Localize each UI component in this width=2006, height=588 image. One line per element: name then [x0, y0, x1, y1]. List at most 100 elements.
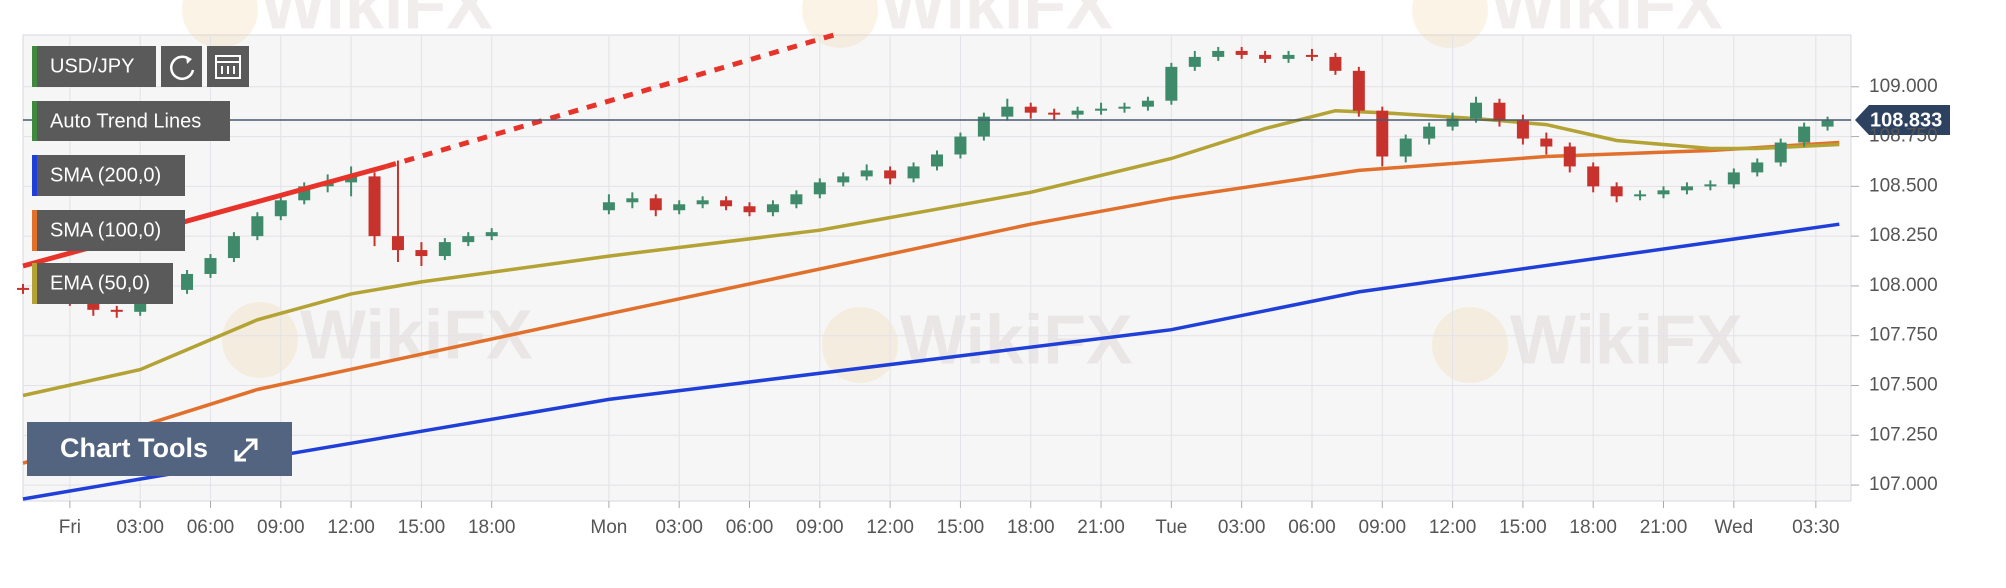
legend-swatch — [32, 210, 37, 251]
x-tick-label: 12:00 — [1429, 517, 1477, 538]
candle-body — [17, 287, 29, 290]
legend-label: EMA (50,0) — [50, 272, 150, 294]
candle-body — [1188, 56, 1201, 67]
candle-body — [1704, 184, 1717, 187]
candle-body — [1165, 66, 1178, 101]
candle-body — [1657, 190, 1670, 195]
trend-button[interactable] — [32, 101, 230, 141]
candle-body — [1095, 108, 1108, 111]
trend-label: Auto Trend Lines — [50, 110, 201, 132]
refresh-button[interactable] — [161, 46, 202, 87]
candle-body — [626, 198, 639, 203]
trend-line-projection — [385, 32, 835, 169]
candle-body — [110, 309, 123, 312]
candle-body — [720, 200, 733, 207]
candle-body — [1071, 110, 1084, 115]
x-tick-label: 15:00 — [398, 517, 446, 538]
x-tick-label: Mon — [590, 517, 627, 538]
watermark-logo — [222, 302, 298, 378]
legend-button[interactable] — [32, 155, 185, 196]
x-tick-label: 03:00 — [116, 517, 164, 538]
candle-body — [1446, 118, 1459, 127]
candle-body — [1352, 70, 1365, 111]
candle-body — [1282, 54, 1295, 59]
x-tick-label: 03:00 — [655, 517, 703, 538]
candle-body — [1001, 106, 1014, 117]
x-tick-label: Tue — [1155, 517, 1187, 538]
axes: 107.000 107.250 107.500 107.750 108.000 108.2… — [59, 76, 1938, 538]
candle-body — [438, 242, 451, 257]
candle-body — [884, 170, 897, 179]
legend-button[interactable] — [32, 210, 185, 251]
watermark: WikiFX — [260, 0, 493, 43]
candle-body — [227, 236, 240, 259]
candle-body — [485, 232, 498, 237]
candle-body — [1118, 106, 1131, 109]
candle-body — [954, 136, 967, 155]
watermark-logo — [822, 307, 898, 383]
chart-tools-label: Chart Tools — [60, 433, 208, 463]
candle-body — [977, 116, 990, 137]
x-tick-label: 21:00 — [1077, 517, 1125, 538]
last-price-label: 108.833 — [1870, 109, 1942, 131]
candle-body — [813, 182, 826, 195]
candle-body — [860, 170, 873, 177]
button-stripe — [32, 46, 37, 87]
candle-body — [345, 176, 358, 183]
candle-body — [1821, 120, 1834, 127]
watermark-logo — [1432, 307, 1508, 383]
x-tick-label: 21:00 — [1640, 517, 1688, 538]
candle-body — [1470, 102, 1483, 119]
candle-body — [1329, 56, 1342, 71]
watermark: WikiFX — [1490, 0, 1723, 43]
x-tick-label: 15:00 — [937, 517, 985, 538]
button-stripe — [32, 101, 37, 141]
candle-body — [649, 198, 662, 211]
candle-body — [1399, 138, 1412, 157]
x-tick-label: 09:00 — [796, 517, 844, 538]
candle-body — [134, 299, 147, 312]
refresh-arrow — [186, 56, 192, 64]
candle-body — [415, 250, 428, 257]
x-tick-label: 06:00 — [1288, 517, 1336, 538]
y-tick-label: 109.000 — [1869, 76, 1938, 97]
candle-body — [1493, 102, 1506, 121]
candle-body — [274, 200, 287, 217]
candle-body — [790, 194, 803, 205]
moving-average-line — [22, 222, 1840, 501]
candle-body — [1680, 186, 1693, 191]
toolbar: USD/JPY Auto Trend Lines Chart Tools — [27, 46, 292, 476]
x-tick-label: Wed — [1714, 517, 1753, 538]
candle-body — [907, 166, 920, 179]
x-tick-label: 18:00 — [468, 517, 516, 538]
x-tick-label: 12:00 — [866, 517, 914, 538]
candle-body — [1048, 112, 1061, 115]
candle-body — [743, 206, 756, 213]
legend-button[interactable] — [32, 263, 173, 304]
x-tick-label: 09:00 — [1359, 517, 1407, 538]
plot: 108.833 — [17, 32, 1950, 501]
candle-body — [462, 236, 475, 243]
refresh-icon — [169, 55, 195, 80]
x-tick-label: 15:00 — [1499, 517, 1547, 538]
legend-label: SMA (200,0) — [50, 164, 161, 186]
watermark-logo — [1412, 0, 1488, 48]
candle-body — [1305, 54, 1318, 57]
candle-body — [1634, 194, 1647, 197]
legend-label: SMA (100,0) — [50, 219, 161, 241]
symbol-button[interactable] — [32, 46, 156, 87]
candle-body — [1540, 138, 1553, 147]
candle-body — [87, 301, 100, 310]
candle-body — [1774, 142, 1787, 163]
moving-average-line — [22, 140, 1840, 465]
y-tick-label: 108.750 — [1869, 126, 1938, 147]
expand-icon — [234, 438, 258, 462]
x-tick-label: 12:00 — [327, 517, 375, 538]
x-tick-label: 06:00 — [187, 517, 235, 538]
candle-body — [1024, 106, 1037, 113]
candle-body — [1798, 126, 1811, 143]
legend-swatch — [32, 155, 37, 196]
y-tick-label: 107.250 — [1869, 424, 1938, 445]
y-tick-label: 108.250 — [1869, 225, 1938, 246]
